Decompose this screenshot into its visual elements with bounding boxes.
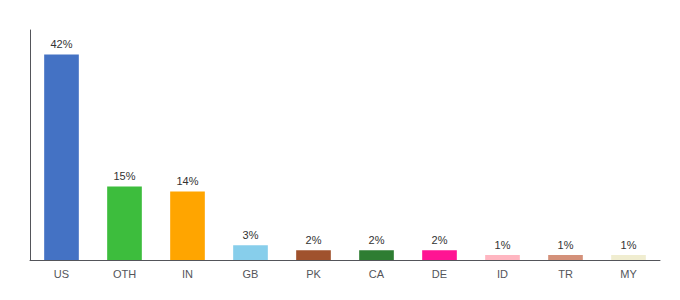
svg-text:DE: DE <box>432 268 447 280</box>
svg-text:2%: 2% <box>306 234 322 246</box>
svg-text:ID: ID <box>497 268 508 280</box>
svg-text:PK: PK <box>306 268 321 280</box>
svg-text:2%: 2% <box>369 234 385 246</box>
svg-text:3%: 3% <box>243 229 259 241</box>
svg-text:US: US <box>54 268 69 280</box>
svg-text:2%: 2% <box>432 234 448 246</box>
svg-text:MY: MY <box>620 268 637 280</box>
svg-text:IN: IN <box>182 268 193 280</box>
svg-text:CA: CA <box>369 268 385 280</box>
svg-text:1%: 1% <box>558 239 574 251</box>
svg-text:TR: TR <box>558 268 573 280</box>
svg-text:15%: 15% <box>113 170 135 182</box>
svg-text:42%: 42% <box>50 38 72 50</box>
svg-text:1%: 1% <box>621 239 637 251</box>
svg-text:OTH: OTH <box>113 268 136 280</box>
svg-text:14%: 14% <box>176 175 198 187</box>
svg-text:1%: 1% <box>495 239 511 251</box>
svg-text:GB: GB <box>243 268 259 280</box>
